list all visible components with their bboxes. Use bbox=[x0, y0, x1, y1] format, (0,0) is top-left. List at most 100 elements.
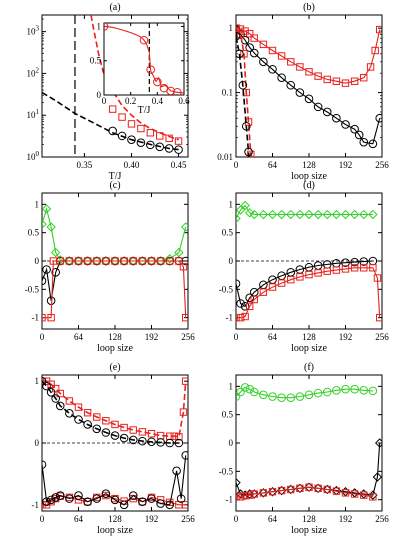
y-tick-label: 102 bbox=[27, 66, 40, 78]
x-tick-label: 192 bbox=[145, 514, 159, 524]
data-point bbox=[137, 124, 145, 133]
data-point bbox=[296, 63, 304, 71]
x-axis-label: T/J bbox=[109, 171, 122, 182]
y-tick-label: -1 bbox=[226, 495, 234, 505]
x-tick-label: 64 bbox=[268, 160, 278, 170]
data-point bbox=[182, 313, 188, 322]
data-point bbox=[236, 205, 246, 215]
data-point bbox=[249, 489, 259, 499]
series-line-3 bbox=[236, 36, 250, 157]
data-point bbox=[181, 222, 188, 232]
data-point bbox=[108, 105, 117, 113]
data-point bbox=[364, 168, 370, 174]
data-point bbox=[250, 490, 258, 498]
data-point bbox=[65, 494, 74, 503]
data-point bbox=[304, 482, 314, 492]
x-tick-label: 192 bbox=[339, 514, 353, 524]
data-point bbox=[170, 432, 179, 440]
series-line-1 bbox=[236, 29, 381, 145]
data-point bbox=[74, 257, 83, 265]
data-point bbox=[268, 488, 277, 496]
data-point bbox=[313, 483, 323, 494]
data-point bbox=[165, 500, 175, 510]
data-point bbox=[250, 34, 258, 42]
data-point bbox=[139, 35, 149, 45]
data-point bbox=[236, 477, 241, 488]
data-point bbox=[332, 266, 341, 274]
data-point bbox=[146, 140, 155, 150]
x-tick-label: 64 bbox=[268, 514, 278, 524]
x-tick-label: 0.45 bbox=[171, 160, 187, 170]
data-point bbox=[249, 48, 259, 58]
data-point bbox=[56, 389, 64, 398]
data-point bbox=[51, 394, 60, 403]
data-point bbox=[110, 431, 120, 440]
data-point bbox=[236, 30, 245, 39]
data-point bbox=[138, 257, 147, 265]
data-point bbox=[268, 392, 277, 401]
data-point bbox=[102, 417, 110, 425]
data-point bbox=[267, 487, 278, 497]
data-point bbox=[332, 487, 341, 495]
data-point bbox=[286, 209, 296, 220]
data-point bbox=[376, 25, 382, 34]
panel-label: (a) bbox=[109, 2, 120, 13]
data-point bbox=[236, 25, 241, 34]
x-tick-label: 0 bbox=[234, 514, 239, 524]
y-tick-label: -0.5 bbox=[219, 466, 234, 476]
data-point bbox=[314, 72, 322, 80]
data-point bbox=[110, 495, 120, 505]
data-point bbox=[350, 264, 359, 272]
data-point bbox=[350, 384, 359, 394]
data-point bbox=[341, 384, 350, 394]
data-point bbox=[182, 377, 188, 385]
data-point bbox=[147, 437, 156, 447]
data-point bbox=[372, 472, 382, 482]
y-tick-label: 0.5 bbox=[90, 56, 102, 66]
data-point bbox=[129, 257, 137, 265]
x-tick-label: 256 bbox=[375, 332, 389, 342]
y-tick-label: -1 bbox=[32, 500, 40, 510]
data-point bbox=[236, 392, 241, 401]
data-point bbox=[92, 424, 102, 434]
data-point bbox=[259, 390, 268, 400]
y-tick-label: 1 bbox=[97, 21, 102, 31]
data-point bbox=[46, 222, 56, 232]
data-point bbox=[249, 387, 259, 397]
data-point bbox=[287, 276, 295, 284]
y-tick-label: 0 bbox=[97, 90, 102, 100]
data-point bbox=[296, 273, 304, 281]
data-point bbox=[74, 496, 83, 504]
chart-panel-0: 0 0.2 0.4 0.6 0 0.5 1 T/J bbox=[90, 21, 190, 116]
x-tick-label: 192 bbox=[145, 332, 159, 342]
plot-area bbox=[236, 383, 382, 501]
panel-label: (b) bbox=[303, 2, 315, 13]
data-point bbox=[127, 120, 136, 128]
data-point bbox=[175, 257, 183, 265]
x-tick-label: 0 bbox=[234, 160, 239, 170]
data-point bbox=[55, 491, 65, 500]
series-line-2 bbox=[236, 486, 374, 498]
x-tick-label: 0.2 bbox=[125, 96, 136, 106]
data-point bbox=[136, 138, 146, 147]
data-point bbox=[166, 86, 175, 95]
data-point bbox=[108, 126, 117, 136]
x-tick-label: 128 bbox=[302, 332, 316, 342]
x-tick-label: 128 bbox=[108, 514, 122, 524]
data-point bbox=[83, 420, 92, 429]
data-point bbox=[331, 209, 342, 220]
data-point bbox=[147, 257, 156, 265]
data-point bbox=[102, 257, 110, 265]
data-point bbox=[287, 58, 295, 66]
data-point bbox=[245, 293, 254, 303]
y-tick-label: 103 bbox=[27, 25, 40, 37]
data-point bbox=[83, 409, 92, 417]
data-point bbox=[296, 484, 304, 493]
data-point bbox=[42, 377, 46, 385]
data-point bbox=[350, 77, 359, 85]
data-point bbox=[341, 120, 350, 129]
data-point bbox=[101, 428, 111, 437]
data-point bbox=[146, 65, 155, 74]
